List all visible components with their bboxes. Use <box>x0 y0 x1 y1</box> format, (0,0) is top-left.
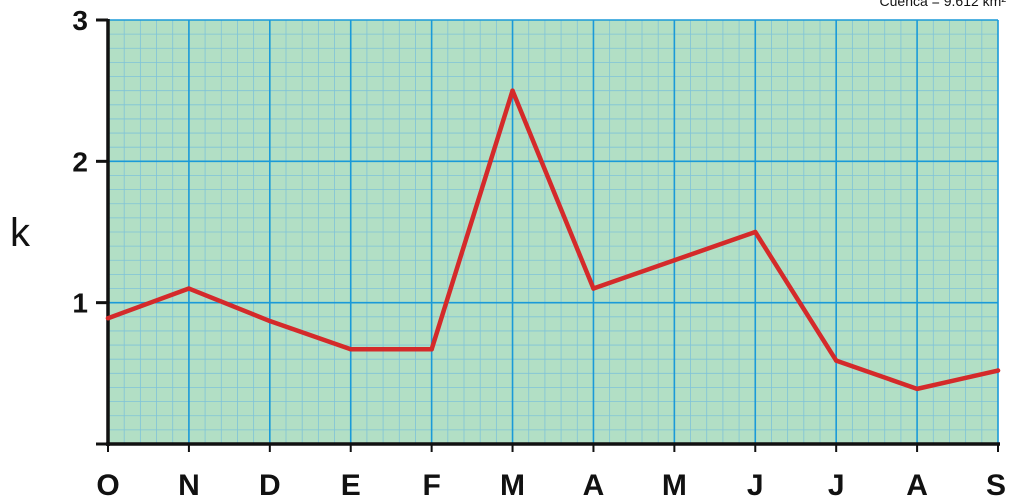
x-tick-label: S <box>986 469 1006 502</box>
x-tick-label: A <box>906 469 928 502</box>
data-point <box>186 286 192 291</box>
data-point <box>591 286 596 291</box>
y-tick-label: 1 <box>72 288 88 319</box>
x-tick-label: M <box>662 469 687 502</box>
y-axis-label: k <box>10 211 31 255</box>
x-tick-label: A <box>583 469 605 502</box>
data-point <box>672 258 677 263</box>
data-point <box>267 318 273 324</box>
x-tick-label: N <box>178 469 200 502</box>
data-point <box>348 347 353 352</box>
basin-area-annotation: Cuenca = 9.612 km² <box>880 0 1007 9</box>
x-tick-label: J <box>828 469 845 502</box>
y-tick-label: 3 <box>72 5 88 36</box>
minor-grid <box>108 20 998 444</box>
series-group <box>105 88 1001 392</box>
y-tick-label: 2 <box>72 146 88 177</box>
data-point <box>753 229 758 235</box>
x-tick-label: F <box>422 469 440 502</box>
data-point <box>914 386 920 392</box>
x-tick-label: D <box>259 469 281 502</box>
x-tick-label: M <box>500 469 525 502</box>
data-point <box>429 347 434 352</box>
data-point <box>105 316 111 321</box>
major-grid <box>108 19 999 444</box>
data-point <box>833 358 839 363</box>
x-tick-label: O <box>96 469 119 502</box>
data-point <box>995 368 1001 373</box>
data-point <box>510 88 515 93</box>
y-axis-ticks: 1 2 3 <box>72 5 108 446</box>
x-tick-label: E <box>341 469 361 502</box>
x-tick-label: J <box>747 469 764 502</box>
series-line <box>105 88 1001 392</box>
